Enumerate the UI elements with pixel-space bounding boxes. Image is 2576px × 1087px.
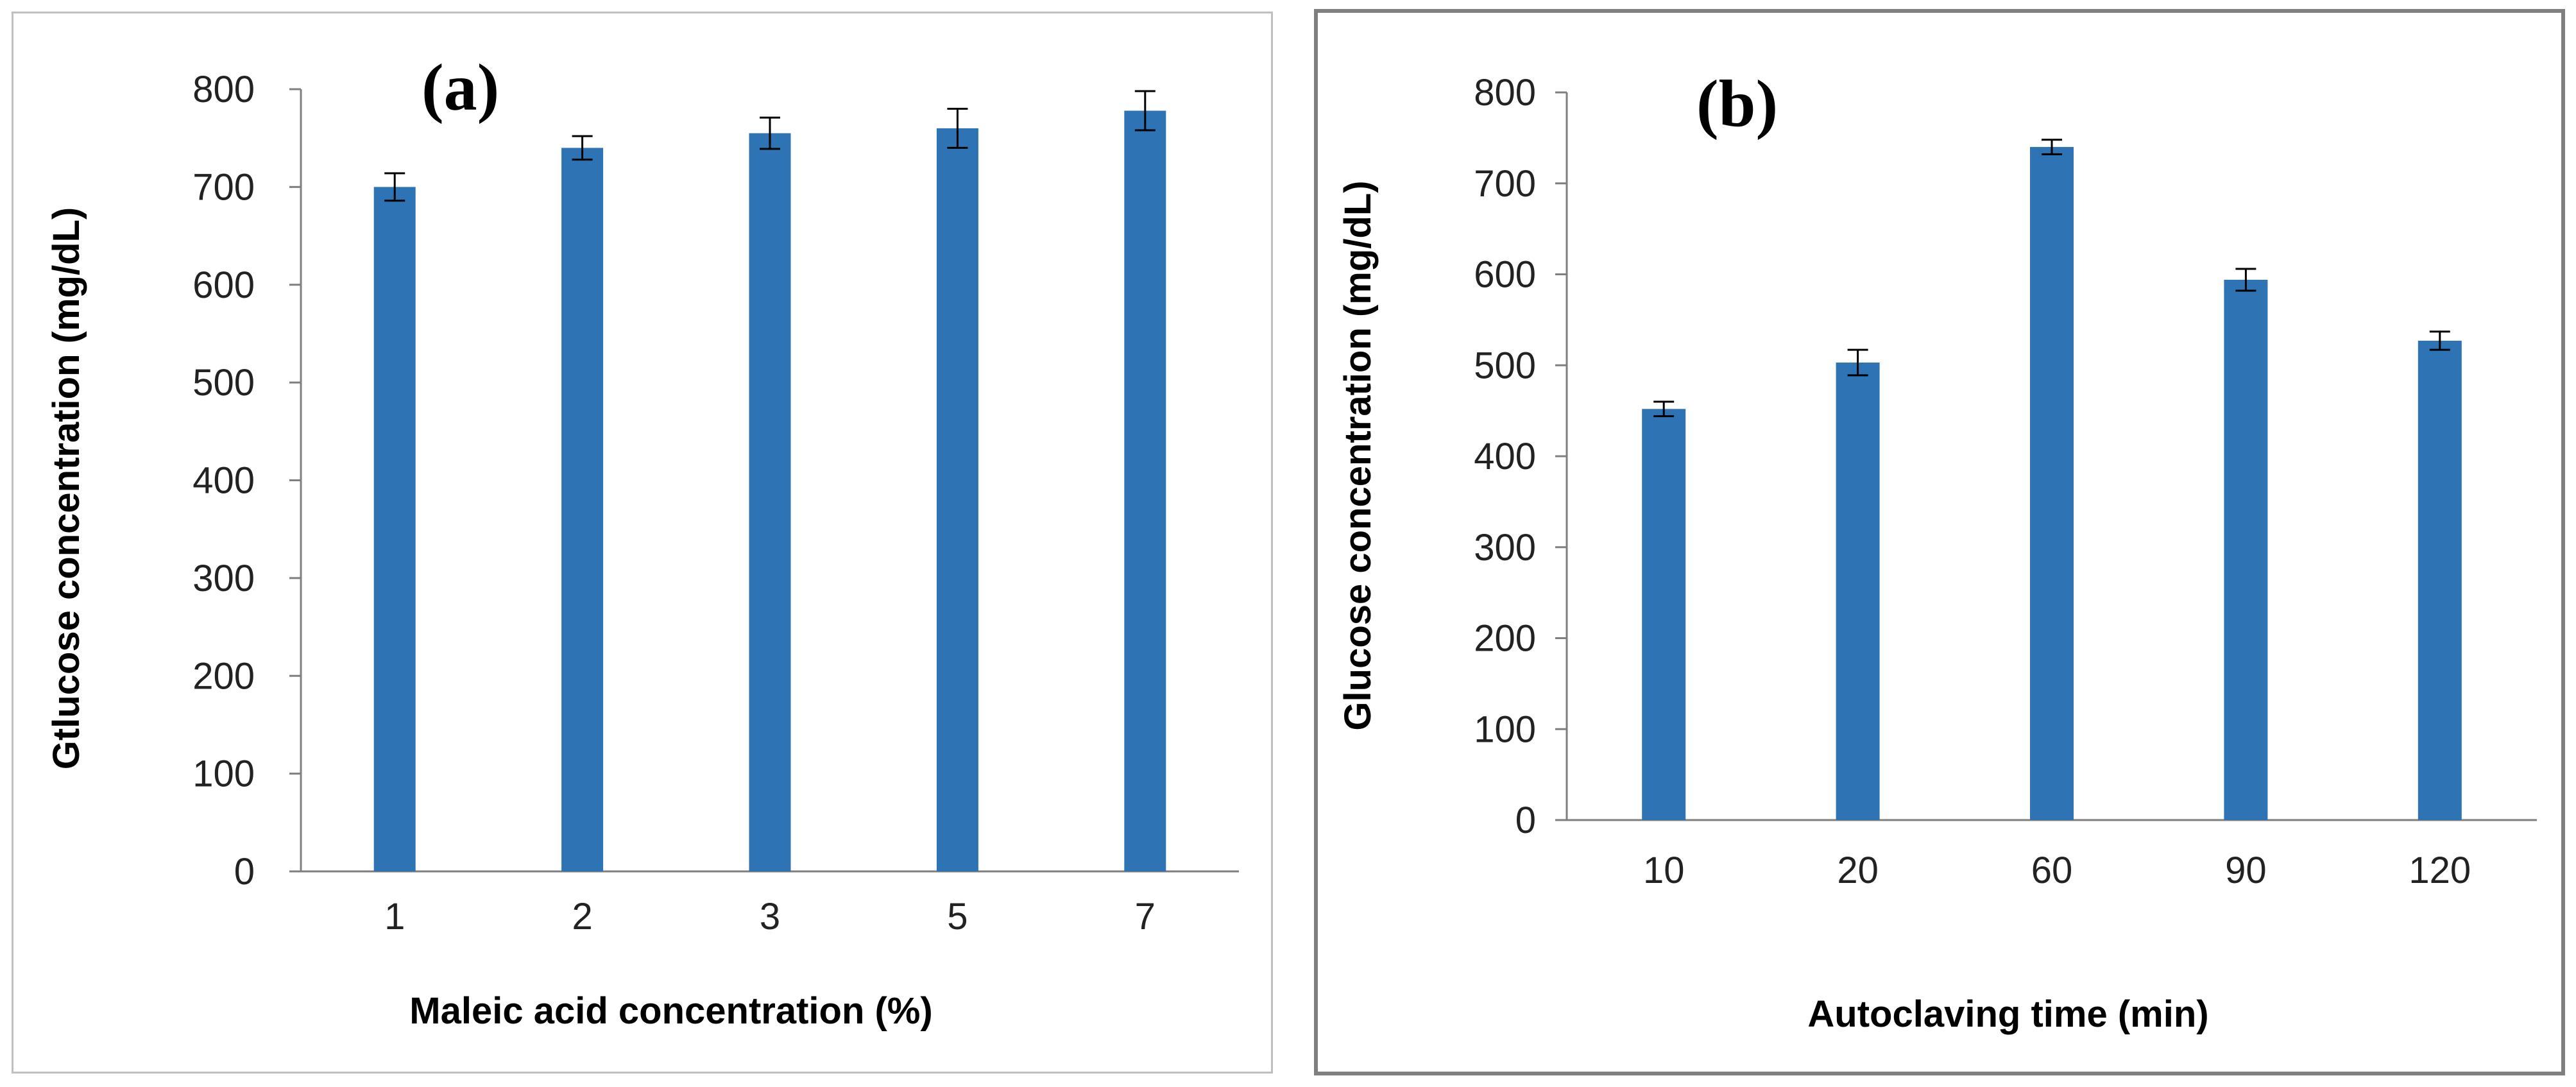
y-axis-title-b: Glucose concentration (mg/dL) (1337, 180, 1379, 730)
y-tick-label-a: 300 (192, 558, 255, 599)
x-category-label-a: 5 (947, 896, 968, 937)
panel-label-a: (a) (422, 51, 499, 124)
y-tick-label-b: 100 (1474, 708, 1536, 750)
y-tick-label-b: 500 (1474, 345, 1536, 386)
x-category-label-b: 120 (2409, 850, 2471, 891)
chart-b: (b) Autoclaving time (min) Glucose conce… (1337, 67, 2537, 1035)
bar-a (749, 133, 791, 872)
x-category-label-a: 1 (384, 896, 405, 937)
bar-a (1124, 110, 1166, 872)
y-tick-label-a: 100 (192, 753, 255, 795)
y-tick-label-b: 400 (1474, 436, 1536, 477)
x-category-label-b: 60 (2031, 850, 2073, 891)
bar-b (1642, 409, 1686, 820)
panel-label-b: (b) (1696, 67, 1778, 141)
y-tick-label-a: 0 (234, 851, 255, 893)
y-axis-title-a: Gtlucose concentration (mg/dL) (46, 207, 87, 770)
y-tick-label-a: 800 (192, 69, 255, 110)
y-tick-label-b: 700 (1474, 163, 1536, 205)
y-tick-label-a: 400 (192, 460, 255, 502)
bar-a (561, 148, 604, 871)
chart-panel-a: (a) Maleic acid concentration (%) Gtluco… (12, 12, 1273, 1074)
y-tick-label-a: 600 (192, 264, 255, 306)
bar-a (373, 187, 416, 871)
x-category-label-a: 2 (572, 896, 592, 937)
x-category-label-a: 7 (1135, 896, 1156, 937)
y-tick-label-b: 200 (1474, 618, 1536, 660)
y-tick-label-b: 0 (1515, 800, 1536, 841)
y-tick-label-a: 700 (192, 166, 255, 208)
x-category-label-b: 10 (1643, 850, 1685, 891)
x-axis-title-b: Autoclaving time (min) (1807, 993, 2208, 1035)
bar-b (1836, 362, 1880, 820)
bar-a (936, 128, 978, 872)
y-tick-label-b: 300 (1474, 527, 1536, 569)
bar-b (2030, 147, 2074, 820)
x-category-label-b: 90 (2225, 850, 2267, 891)
bar-b (2224, 280, 2268, 820)
x-category-label-a: 3 (760, 896, 780, 937)
x-axis-title-a: Maleic acid concentration (%) (409, 990, 932, 1032)
chart-a: (a) Maleic acid concentration (%) Gtluco… (46, 51, 1239, 1032)
y-tick-label-a: 500 (192, 362, 255, 404)
y-tick-label-b: 600 (1474, 254, 1536, 296)
y-tick-label-a: 200 (192, 655, 255, 697)
bar-b (2418, 340, 2462, 820)
chart-panel-b: (b) Autoclaving time (min) Glucose conce… (1314, 9, 2565, 1075)
y-tick-label-b: 800 (1474, 72, 1536, 114)
x-category-label-b: 20 (1837, 850, 1879, 891)
